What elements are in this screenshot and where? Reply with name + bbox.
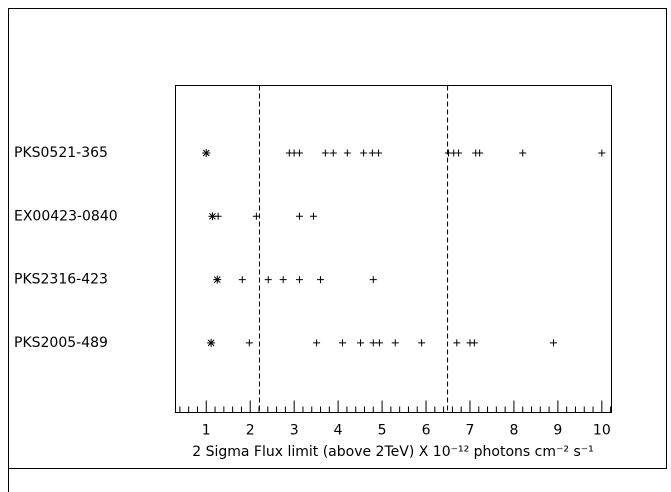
plus-marker bbox=[549, 339, 557, 347]
x-tick-label: 1 bbox=[202, 423, 211, 439]
plus-marker bbox=[295, 212, 303, 220]
plus-marker bbox=[470, 339, 478, 347]
plus-marker bbox=[245, 339, 253, 347]
plus-marker bbox=[295, 276, 303, 284]
plot-area bbox=[175, 85, 612, 413]
plus-marker bbox=[357, 339, 365, 347]
plus-marker bbox=[375, 339, 383, 347]
x-tick-label: 7 bbox=[466, 423, 475, 439]
x-tick-label: 9 bbox=[553, 423, 562, 439]
frame bbox=[8, 8, 667, 469]
x-tick-label: 10 bbox=[593, 423, 611, 439]
plus-marker bbox=[252, 212, 260, 220]
star-marker bbox=[207, 338, 216, 347]
row-label: EX00423-0840 bbox=[14, 208, 118, 224]
plus-marker bbox=[343, 149, 351, 157]
x-tick-label: 6 bbox=[422, 423, 431, 439]
plus-marker bbox=[339, 339, 347, 347]
row-label: PKS2005-489 bbox=[14, 335, 108, 351]
star-marker bbox=[202, 149, 211, 157]
plus-marker bbox=[279, 276, 287, 284]
plus-marker bbox=[368, 149, 376, 157]
row-label: PKS0521-365 bbox=[14, 145, 108, 161]
plus-marker bbox=[598, 149, 606, 157]
plus-marker bbox=[329, 149, 337, 157]
plus-marker bbox=[313, 339, 321, 347]
plus-marker bbox=[321, 149, 329, 157]
star-marker bbox=[208, 212, 217, 221]
plus-marker bbox=[375, 149, 383, 157]
plus-marker bbox=[453, 339, 461, 347]
plus-marker bbox=[360, 149, 368, 157]
plus-marker bbox=[317, 276, 325, 284]
plus-marker bbox=[418, 339, 426, 347]
plus-marker bbox=[310, 212, 318, 220]
plus-marker bbox=[369, 276, 377, 284]
plus-marker bbox=[455, 149, 463, 157]
plus-marker bbox=[369, 339, 377, 347]
x-tick-label: 3 bbox=[290, 423, 299, 439]
x-axis-label: 2 Sigma Flux limit (above 2TeV) X 10⁻¹² … bbox=[192, 444, 594, 460]
plus-marker bbox=[238, 276, 246, 284]
row-label: PKS2316-423 bbox=[14, 272, 108, 288]
plus-marker bbox=[391, 339, 399, 347]
plus-marker bbox=[214, 212, 222, 220]
x-tick-label: 4 bbox=[334, 423, 343, 439]
plus-marker bbox=[264, 276, 272, 284]
plus-marker bbox=[519, 149, 527, 157]
plus-marker bbox=[295, 149, 303, 157]
x-tick-label: 5 bbox=[378, 423, 387, 439]
x-tick-label: 2 bbox=[246, 423, 255, 439]
plus-marker bbox=[476, 149, 484, 157]
x-tick-label: 8 bbox=[509, 423, 518, 439]
star-marker bbox=[213, 275, 222, 284]
